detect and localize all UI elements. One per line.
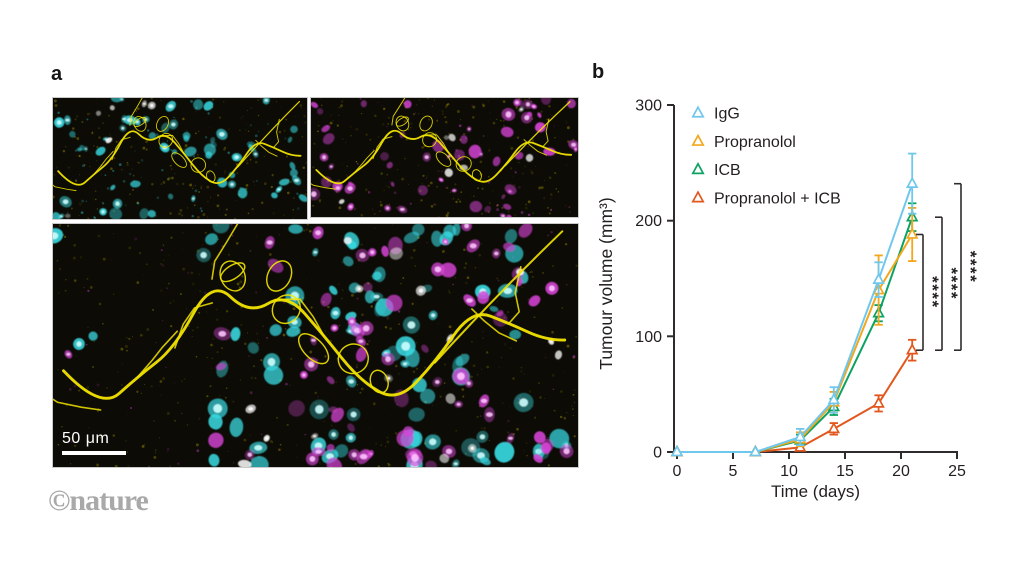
y-tick-label: 300 (635, 98, 662, 115)
legend-label-1: Propranolol (714, 134, 796, 151)
significance-stars: **** (942, 267, 961, 299)
microscopy-image-cyan-channel (52, 97, 308, 220)
dendritic-filaments (53, 98, 302, 192)
scale-bar-label: 50 μm (62, 430, 110, 447)
image-background (53, 98, 307, 219)
speckle-noise (53, 98, 307, 219)
legend-label-3: Propranolol + ICB (714, 190, 841, 207)
significance-bracket-0: **** (916, 233, 942, 352)
series-marker (793, 429, 807, 442)
panel-a-label: a (51, 63, 63, 85)
x-tick-label: 10 (780, 463, 798, 480)
microscopy-canvas-magenta-channel (311, 98, 578, 217)
image-background (53, 224, 578, 467)
y-tick-label: 200 (635, 213, 662, 230)
series-line (677, 233, 914, 453)
series-marker (691, 133, 705, 146)
significance-stars: **** (923, 276, 942, 308)
series-line (677, 216, 914, 453)
legend-label-2: ICB (714, 162, 741, 179)
series-marker (670, 444, 684, 457)
panel-b-label: b (592, 61, 605, 83)
axes: 0 100 200 300 0 5 10 15 20 25 Time (days) Tumour vo… (596, 98, 966, 502)
series-marker (691, 162, 705, 175)
series-line (677, 183, 914, 453)
microscopy-image-magenta-channel (310, 97, 579, 218)
significance-stars: **** (961, 251, 980, 283)
dendritic-filaments (311, 98, 573, 190)
series-marker (905, 227, 919, 239)
x-axis-title: Time (days) (771, 482, 860, 501)
microscopy-image-merged: 50 μm (52, 223, 579, 468)
legend-label-0: IgG (714, 106, 740, 123)
cell-bodies (53, 98, 307, 219)
series-marker (872, 272, 885, 285)
series-igg (670, 152, 919, 457)
cell-bodies (311, 98, 578, 217)
nature-watermark: ©nature (48, 484, 149, 517)
dendritic-filaments (53, 224, 567, 411)
series-marker (691, 105, 705, 118)
series-marker (749, 444, 762, 457)
series-marker (827, 421, 841, 434)
y-tick-label: 0 (653, 445, 662, 462)
series-marker (872, 396, 885, 408)
significance-bracket-1: **** (935, 216, 961, 352)
image-background (311, 98, 578, 217)
series-marker (827, 392, 841, 405)
x-tick-label: 15 (836, 463, 854, 480)
cell-bodies (53, 224, 574, 467)
x-tick-label: 5 (729, 463, 738, 480)
y-axis-title: Tumour volume (mm³) (596, 197, 616, 369)
scale-bar-line (62, 451, 126, 455)
scale-bar: 50 μm (62, 430, 126, 455)
x-tick-label: 0 (673, 463, 682, 480)
microscopy-canvas-merged-channels (53, 224, 578, 467)
significance-bracket-2: **** (954, 182, 980, 352)
x-tick-label: 20 (892, 463, 910, 480)
y-tick-label: 100 (635, 329, 662, 346)
x-tick-label: 25 (948, 463, 966, 480)
legend: IgG Propranolol ICB Propranolol + ICB (691, 105, 841, 207)
series-marker (905, 343, 919, 355)
series-propranolol (670, 206, 919, 457)
microscopy-canvas-cyan-channel (53, 98, 307, 219)
series-marker (691, 190, 705, 203)
series-icb (670, 202, 919, 457)
series-marker (905, 176, 919, 189)
